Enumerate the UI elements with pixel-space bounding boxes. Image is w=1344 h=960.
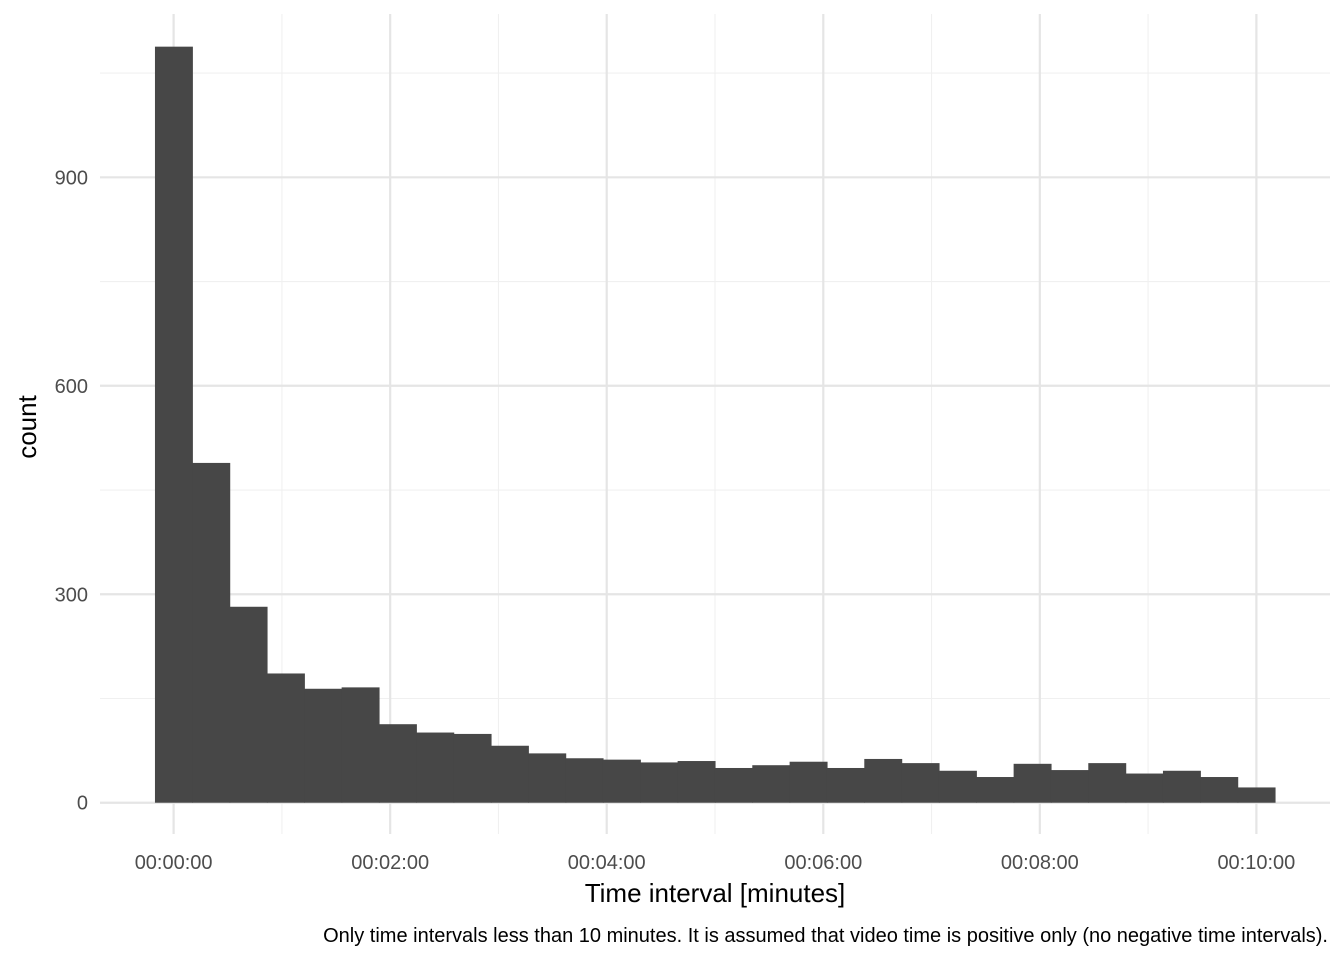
histogram-bar [976, 777, 1015, 803]
histogram-bar [901, 763, 940, 803]
histogram-bar [1050, 770, 1089, 803]
histogram-bar [304, 688, 343, 803]
histogram-bar [938, 770, 977, 803]
histogram-bars [154, 46, 1276, 803]
histogram-bar [640, 762, 679, 803]
histogram-bar [752, 765, 791, 803]
histogram-bar [1125, 773, 1164, 803]
histogram-bar [677, 761, 716, 803]
y-tick-label: 600 [55, 376, 88, 398]
x-axis-title: Time interval [minutes] [585, 878, 846, 908]
x-tick-label: 00:10:00 [1217, 852, 1295, 874]
x-tick-label: 00:02:00 [351, 852, 429, 874]
x-axis-tick-labels: 00:00:00 00:02:00 00:04:00 00:06:00 00:08:00… [135, 852, 1296, 874]
histogram-bar [864, 758, 903, 803]
y-tick-label: 0 [77, 793, 88, 815]
y-tick-label: 900 [55, 167, 88, 189]
major-gridlines [100, 14, 1330, 834]
histogram-bar [528, 753, 567, 803]
y-tick-label: 300 [55, 584, 88, 606]
x-tick-label: 00:04:00 [568, 852, 646, 874]
x-tick-label: 00:06:00 [784, 852, 862, 874]
histogram-bar [1162, 770, 1201, 803]
histogram-bar [714, 767, 753, 803]
histogram-bar [378, 724, 417, 803]
histogram-bar [1013, 763, 1052, 803]
histogram-bar [453, 733, 492, 803]
histogram-bar [826, 767, 865, 803]
histogram-bar [416, 732, 455, 803]
x-tick-label: 00:08:00 [1001, 852, 1079, 874]
histogram-bar [341, 687, 380, 803]
histogram-bar [192, 462, 231, 803]
y-axis-title: count [12, 394, 42, 458]
histogram-bar [789, 761, 828, 803]
histogram-bar [229, 606, 268, 803]
histogram-bar [266, 673, 305, 803]
histogram-bar [490, 745, 529, 803]
histogram-bar [1088, 763, 1127, 803]
y-axis-tick-labels: 0 300 600 900 [55, 167, 88, 814]
histogram-bar [565, 758, 604, 803]
histogram-bar [602, 759, 641, 803]
histogram-bar [1237, 787, 1276, 803]
histogram-bar [154, 46, 193, 803]
x-tick-label: 00:00:00 [135, 852, 213, 874]
chart-caption: Only time intervals less than 10 minutes… [323, 925, 1328, 947]
histogram-bar [1200, 777, 1239, 803]
